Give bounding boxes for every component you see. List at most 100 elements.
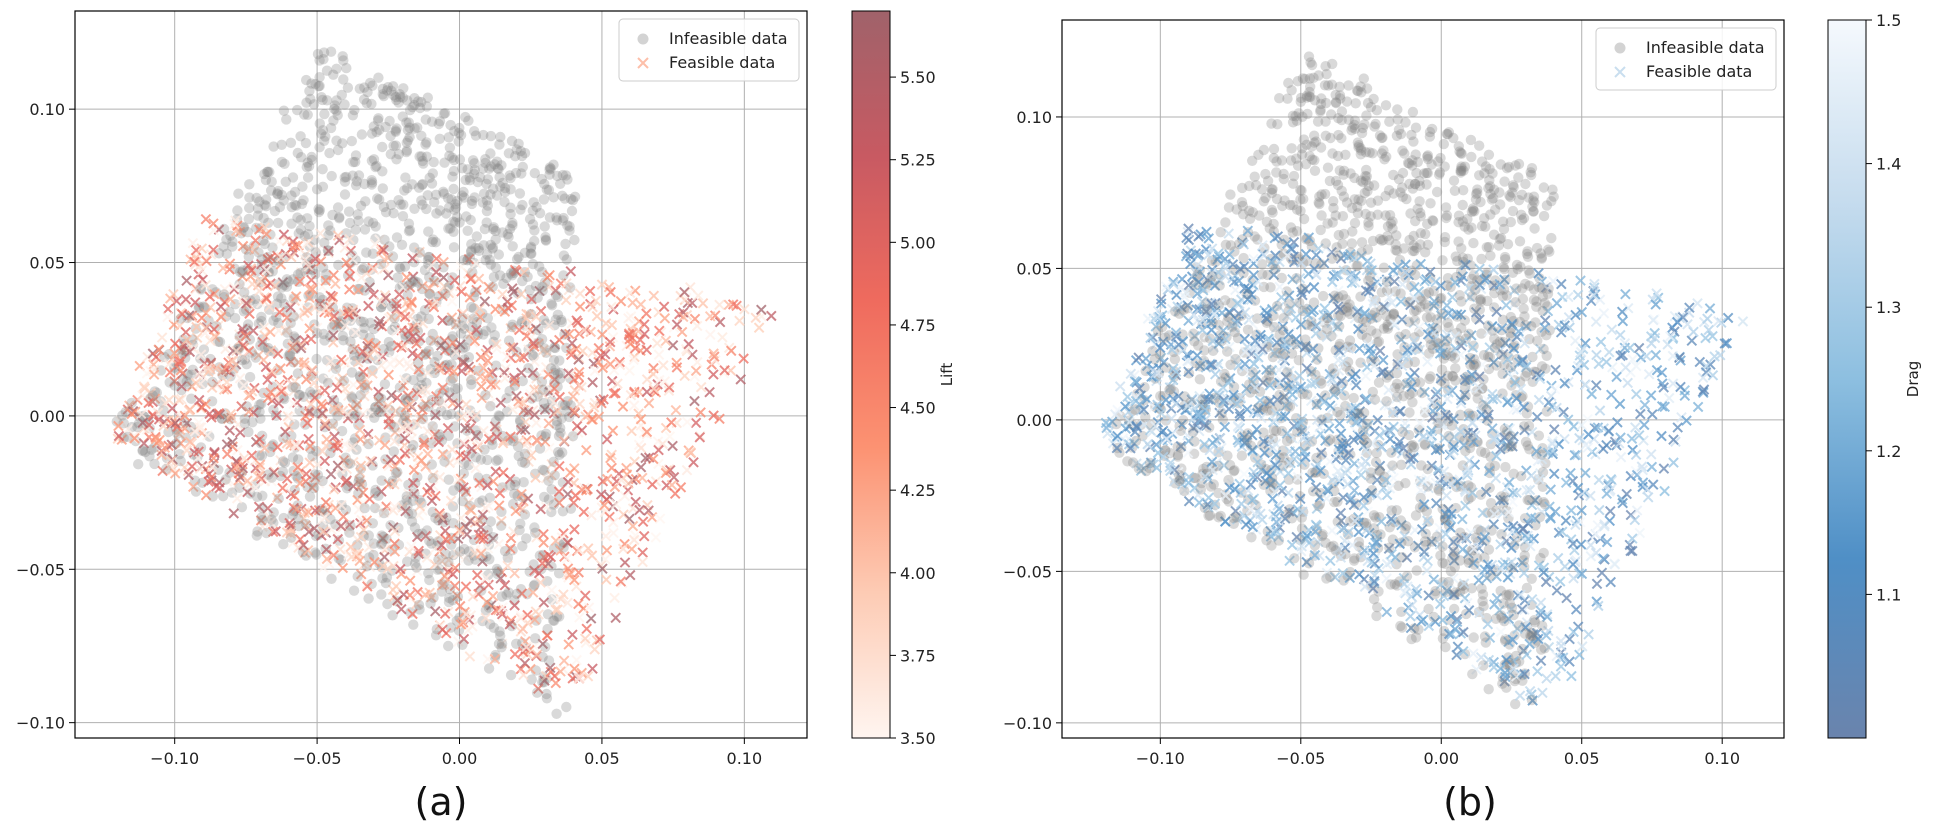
infeasible-point [545,363,557,374]
infeasible-point [401,117,412,128]
infeasible-point [443,430,454,441]
feasible-point [321,553,333,565]
feasible-point [126,408,138,420]
infeasible-point [283,276,294,287]
feasible-point [253,501,265,513]
infeasible-point [439,341,450,353]
infeasible-point [426,178,438,189]
feasible-point [498,435,510,446]
feasible-point [397,422,409,433]
infeasible-point [464,172,475,183]
feasible-point [670,404,682,416]
feasible-point [164,366,176,378]
feasible-point [270,525,282,537]
infeasible-point [520,406,531,418]
infeasible-point [310,268,321,280]
feasible-point [540,558,552,570]
infeasible-point [1518,213,1530,224]
feasible-point [215,311,227,323]
infeasible-point [398,199,409,210]
infeasible-point [385,149,396,160]
feasible-point [689,395,700,407]
infeasible-point [526,674,537,685]
feasible-point [428,335,440,346]
infeasible-point [1237,182,1248,194]
infeasible-point [401,137,412,148]
feasible-point [383,419,395,430]
infeasible-point [221,248,232,259]
colorbar-tick-label: 4.25 [900,481,936,500]
infeasible-point [355,316,366,327]
feasible-point [530,311,542,323]
infeasible-point [504,385,515,397]
infeasible-point [363,530,374,541]
infeasible-point [538,397,550,409]
x-tick-label: −0.10 [150,749,199,768]
feasible-point [574,301,586,312]
feasible-point [326,394,338,406]
feasible-point [411,531,423,543]
infeasible-point [468,168,480,180]
infeasible-point [1260,168,1271,180]
infeasible-point [390,125,401,136]
feasible-point [718,367,730,379]
feasible-point [358,524,370,536]
feasible-point [584,285,596,297]
infeasible-point [486,322,497,333]
infeasible-point [388,90,399,101]
infeasible-point [1455,167,1467,178]
infeasible-point [314,204,326,216]
feasible-point [194,422,205,433]
feasible-point [138,381,150,392]
infeasible-point [423,313,434,325]
feasible-point [330,278,341,290]
infeasible-point [462,255,473,266]
infeasible-point [1439,378,1450,389]
infeasible-point [279,280,290,291]
infeasible-point [416,130,427,141]
infeasible-point [408,374,419,386]
infeasible-point [269,205,281,217]
infeasible-point [402,95,413,106]
feasible-point [474,477,485,489]
infeasible-point [186,393,197,404]
feasible-point [138,437,150,449]
feasible-point [189,284,201,296]
feasible-point [234,427,246,438]
infeasible-point [557,215,568,226]
infeasible-point [516,150,528,162]
infeasible-point [1462,213,1473,225]
feasible-point [204,291,216,302]
infeasible-point [443,132,454,143]
infeasible-point [311,353,322,365]
feasible-point [755,304,767,316]
infeasible-point [1225,189,1236,200]
infeasible-point [394,261,405,273]
feasible-point [208,218,219,229]
infeasible-point [1406,633,1417,645]
infeasible-point [296,152,307,163]
feasible-point [1444,577,1456,589]
infeasible-point [306,78,317,89]
feasible-point [589,365,601,377]
scatter-points [111,46,777,719]
feasible-point [271,409,283,421]
infeasible-point [448,242,460,253]
infeasible-point [466,301,477,313]
infeasible-point [530,633,541,644]
infeasible-point [446,194,457,205]
infeasible-point [384,241,395,252]
infeasible-point [137,445,148,457]
feasible-point [593,342,605,354]
y-axis: −0.10−0.050.000.050.10 [16,100,75,733]
feasible-point [169,347,180,359]
infeasible-point [381,85,393,96]
feasible-point [265,517,277,528]
infeasible-point [372,193,383,204]
infeasible-point [549,342,560,353]
feasible-point [508,526,519,537]
infeasible-point [1250,180,1262,191]
feasible-point [502,551,514,562]
infeasible-point [236,228,247,239]
feasible-point [275,251,287,263]
